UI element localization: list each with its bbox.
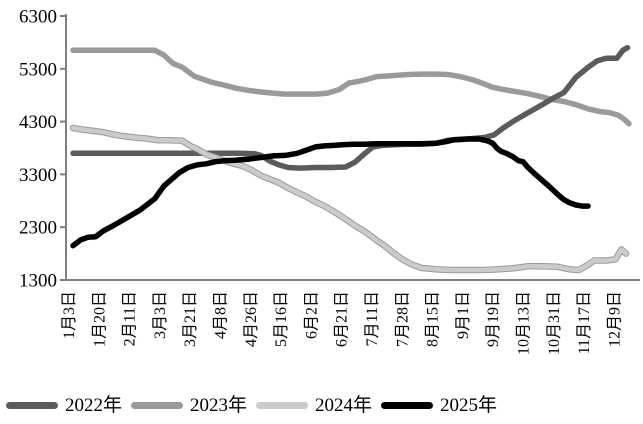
x-axis-label: 8月15日 (425, 291, 442, 347)
y-axis-label: 1300 (19, 271, 57, 292)
x-axis-label: 10月31日 (546, 291, 563, 355)
y-axis-label: 2300 (19, 218, 57, 239)
legend-swatch-2024 (256, 401, 309, 409)
legend-label-2022: 2022年 (65, 394, 123, 416)
series-line-2024 (70, 125, 629, 273)
y-axis-label: 4300 (19, 112, 57, 133)
y-axis-label: 5300 (19, 59, 57, 80)
legend-item-2022[interactable]: 2022年 (6, 396, 122, 415)
x-axis-label: 6月21日 (334, 291, 351, 347)
legend-item-2025[interactable]: 2025年 (381, 396, 497, 415)
x-axis-label: 4月8日 (213, 291, 230, 339)
legend-label-2023: 2023年 (190, 394, 248, 416)
x-axis-label: 1月20日 (91, 291, 108, 347)
x-axis-label: 7月11日 (364, 291, 381, 346)
y-axis-label: 3300 (19, 165, 57, 186)
legend-item-2023[interactable]: 2023年 (131, 396, 247, 415)
x-axis-label: 11月17日 (576, 291, 593, 354)
legend-item-2024[interactable]: 2024年 (256, 396, 372, 415)
x-axis-label: 7月28日 (394, 291, 411, 347)
series-line-2023 (70, 47, 632, 127)
x-axis-label: 3月3日 (152, 291, 169, 339)
x-axis-label: 2月11日 (122, 291, 139, 346)
legend-label-2024: 2024年 (315, 394, 373, 416)
x-axis-label: 9月19日 (485, 291, 502, 347)
chart-legend: 2022年 2023年 2024年 2025年 (0, 389, 643, 421)
chart-plot-area: 1300 2300 3300 4300 5300 6300 1月3日 1月20日 2月11日 3月… (19, 7, 640, 355)
legend-swatch-2022 (6, 401, 58, 409)
x-axis-label: 1月3日 (61, 291, 78, 339)
x-axis-label: 12月9日 (606, 291, 623, 347)
x-axis-label: 9月1日 (455, 291, 472, 339)
x-axis-label: 4月26日 (243, 291, 260, 347)
y-axis-label: 6300 (19, 7, 57, 28)
legend-swatch-2023 (131, 401, 184, 409)
x-axis-label: 6月2日 (303, 291, 320, 339)
series-line-2025 (70, 136, 591, 249)
legend-label-2025: 2025年 (440, 394, 498, 416)
x-axis-label: 3月21日 (182, 291, 199, 347)
legend-swatch-2025 (381, 401, 434, 409)
x-axis-label: 10月13日 (516, 291, 533, 355)
series-line-2022 (70, 44, 631, 171)
x-axis-label: 5月16日 (273, 291, 290, 347)
